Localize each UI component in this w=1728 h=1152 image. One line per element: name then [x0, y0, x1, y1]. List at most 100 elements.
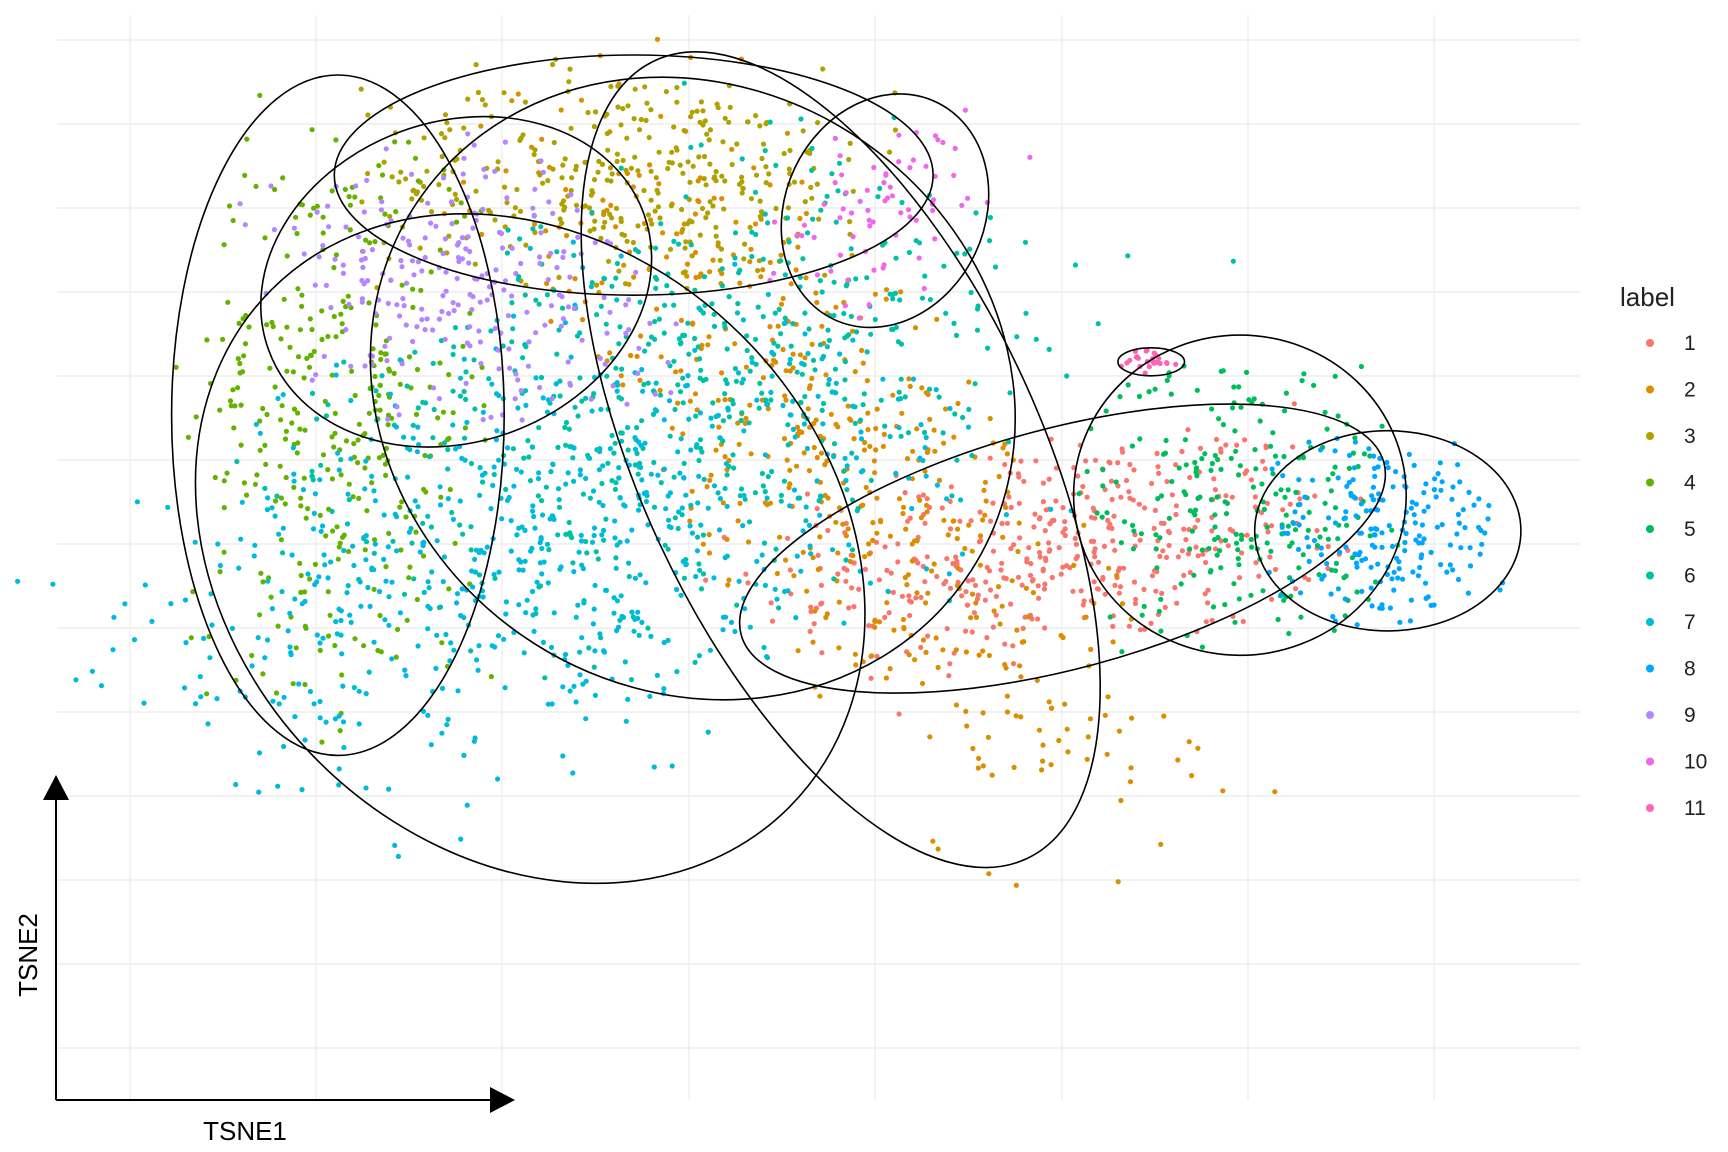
- data-point-cluster-7: [833, 380, 839, 386]
- data-point-cluster-6: [645, 625, 651, 631]
- data-point-cluster-6: [762, 489, 768, 495]
- data-point-cluster-7: [142, 582, 148, 588]
- data-point-cluster-5: [1136, 393, 1143, 399]
- data-point-cluster-2: [1272, 789, 1278, 795]
- data-point-cluster-6: [857, 417, 864, 423]
- data-point-cluster-7: [893, 470, 899, 476]
- data-point-cluster-6: [401, 591, 408, 597]
- data-point-cluster-10: [883, 171, 889, 177]
- data-point-cluster-2: [810, 639, 816, 645]
- data-point-cluster-3: [690, 163, 696, 169]
- data-point-cluster-7: [638, 464, 644, 470]
- data-point-cluster-2: [955, 400, 961, 407]
- data-point-cluster-9: [623, 330, 629, 336]
- data-point-cluster-1: [1031, 524, 1037, 530]
- data-point-cluster-2: [1049, 705, 1055, 711]
- data-point-cluster-7: [709, 423, 715, 429]
- data-point-cluster-2: [887, 666, 893, 672]
- data-point-cluster-8: [1319, 576, 1325, 582]
- data-point-cluster-1: [1117, 584, 1124, 590]
- data-point-cluster-7: [366, 669, 372, 675]
- data-point-cluster-7: [685, 373, 691, 379]
- data-point-cluster-3: [700, 108, 706, 114]
- data-point-cluster-6: [985, 345, 991, 351]
- data-point-cluster-5: [1191, 572, 1197, 578]
- data-point-cluster-4: [309, 127, 315, 133]
- data-point-cluster-1: [1312, 493, 1318, 499]
- data-point-cluster-1: [984, 564, 990, 571]
- data-point-cluster-1: [1118, 494, 1124, 500]
- data-point-cluster-7: [393, 424, 399, 430]
- data-point-cluster-1: [1116, 565, 1123, 571]
- data-point-cluster-2: [904, 582, 910, 588]
- data-point-cluster-4: [264, 322, 270, 328]
- data-point-cluster-6: [697, 437, 704, 443]
- data-point-cluster-7: [850, 403, 856, 409]
- data-point-cluster-3: [596, 158, 602, 164]
- data-point-cluster-6: [785, 442, 791, 448]
- y-axis-title: TSNE2: [13, 913, 43, 997]
- data-point-cluster-7: [639, 477, 645, 483]
- data-point-cluster-8: [1387, 605, 1393, 611]
- data-point-cluster-7: [831, 389, 837, 395]
- data-point-cluster-1: [1149, 480, 1155, 487]
- data-point-cluster-3: [421, 135, 427, 141]
- data-point-cluster-7: [560, 684, 566, 690]
- data-point-cluster-7: [265, 637, 271, 643]
- data-point-cluster-2: [859, 347, 865, 353]
- data-point-cluster-4: [297, 560, 303, 567]
- data-point-cluster-4: [283, 428, 289, 434]
- data-point-cluster-4: [258, 570, 264, 576]
- data-point-cluster-6: [701, 274, 708, 280]
- data-point-cluster-7: [643, 498, 650, 505]
- data-point-cluster-1: [849, 585, 855, 591]
- data-point-cluster-6: [611, 450, 617, 456]
- data-point-cluster-2: [697, 175, 703, 181]
- data-point-cluster-4: [329, 372, 335, 378]
- data-point-cluster-8: [1403, 530, 1409, 537]
- legend-key-8: [1646, 664, 1654, 673]
- data-point-cluster-3: [550, 166, 556, 172]
- data-point-cluster-1: [856, 586, 862, 592]
- data-point-cluster-9: [525, 363, 532, 369]
- data-point-cluster-9: [665, 359, 671, 366]
- data-point-cluster-8: [1416, 533, 1422, 539]
- data-point-cluster-6: [536, 584, 542, 590]
- data-point-cluster-2: [903, 526, 909, 532]
- data-point-cluster-6: [681, 575, 688, 581]
- data-point-cluster-4: [462, 425, 468, 431]
- data-point-cluster-9: [271, 227, 277, 233]
- data-point-cluster-10: [864, 187, 870, 193]
- data-point-cluster-6: [954, 250, 960, 256]
- data-point-cluster-7: [472, 735, 478, 741]
- data-point-cluster-3: [479, 97, 485, 103]
- data-point-cluster-8: [1425, 594, 1431, 600]
- data-point-cluster-5: [1246, 397, 1252, 403]
- data-point-cluster-2: [1030, 590, 1036, 596]
- data-point-cluster-7: [715, 412, 722, 418]
- data-point-cluster-6: [616, 394, 622, 400]
- data-point-cluster-1: [947, 526, 954, 532]
- data-point-cluster-1: [1021, 478, 1027, 484]
- data-point-cluster-2: [880, 443, 887, 449]
- data-point-cluster-1: [970, 577, 976, 583]
- data-point-cluster-6: [651, 504, 658, 510]
- data-point-cluster-7: [437, 604, 444, 610]
- data-point-cluster-2: [658, 113, 664, 119]
- data-point-cluster-6: [1064, 373, 1070, 379]
- data-point-cluster-1: [924, 554, 930, 560]
- data-point-cluster-9: [385, 416, 391, 422]
- data-point-cluster-7: [720, 627, 726, 633]
- data-point-cluster-7: [531, 513, 537, 520]
- data-point-cluster-9: [428, 220, 434, 226]
- data-point-cluster-1: [862, 566, 869, 572]
- data-point-cluster-7: [616, 465, 622, 471]
- data-point-cluster-6: [692, 659, 698, 666]
- data-point-cluster-1: [1314, 528, 1320, 534]
- data-point-cluster-9: [465, 131, 471, 137]
- data-point-cluster-1: [1157, 553, 1163, 560]
- data-point-cluster-6: [503, 486, 509, 492]
- data-point-cluster-1: [1110, 538, 1116, 544]
- data-point-cluster-6: [854, 508, 860, 514]
- data-point-cluster-4: [440, 409, 447, 415]
